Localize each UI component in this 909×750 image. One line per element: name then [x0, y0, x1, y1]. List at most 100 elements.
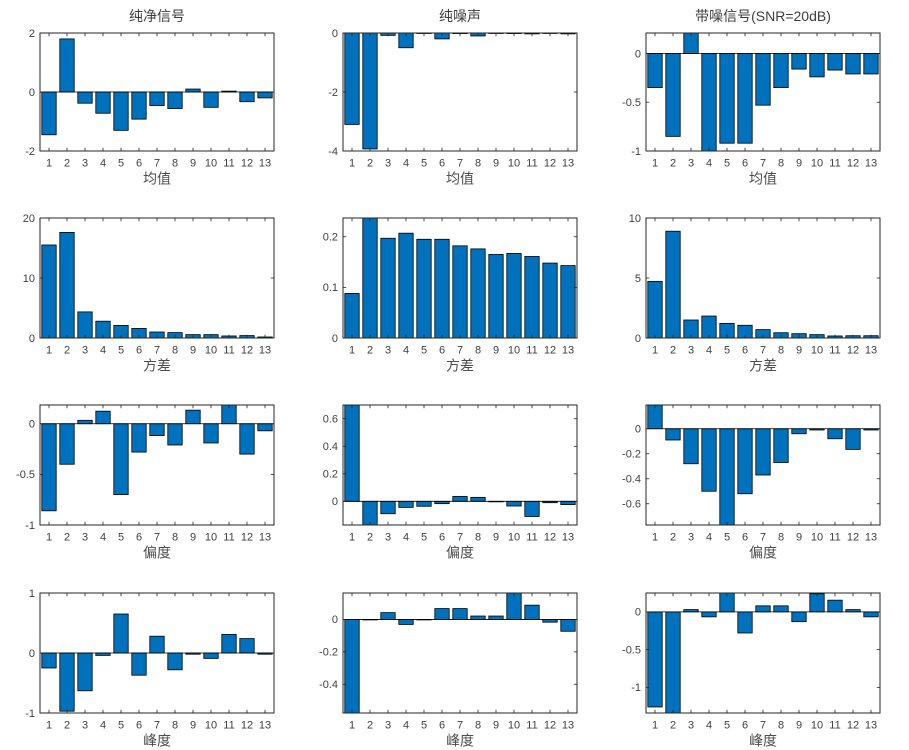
- bar-2: [362, 217, 378, 338]
- x-tick-label: 7: [154, 719, 160, 731]
- x-tick-label: 5: [118, 719, 124, 731]
- x-tick-label: 4: [706, 344, 712, 356]
- x-tick-label: 7: [154, 532, 160, 544]
- x-tick-label: 5: [118, 532, 124, 544]
- bar-1: [344, 618, 360, 713]
- bar-3: [77, 652, 93, 691]
- x-tick-label: 2: [64, 158, 70, 170]
- x-tick-label: 10: [205, 158, 217, 170]
- x-tick-label: 5: [421, 719, 427, 731]
- x-tick-label: 11: [526, 344, 537, 356]
- x-tick-label: 13: [865, 719, 877, 731]
- x-tick-label: 2: [367, 532, 373, 544]
- bar-5: [113, 423, 129, 496]
- y-tick-label: 0.1: [323, 282, 338, 294]
- bar-10: [203, 423, 219, 444]
- bar-13: [560, 500, 576, 506]
- x-tick-label: 3: [385, 344, 391, 356]
- x-tick-label: 10: [811, 158, 823, 170]
- x-tick-label: 8: [475, 719, 481, 731]
- x-tick-label: 5: [724, 158, 730, 170]
- bar-11: [221, 633, 237, 653]
- x-tick-label: 10: [508, 344, 520, 356]
- x-tick-label: 5: [421, 158, 427, 170]
- y-tick-label: -2: [25, 146, 35, 158]
- x-tick-label: 6: [439, 344, 445, 356]
- y-tick-label: 0: [635, 606, 641, 618]
- x-tick-label: 3: [82, 344, 88, 356]
- bar-6: [737, 53, 753, 144]
- bar-12: [542, 618, 558, 623]
- y-tick-label: 2: [29, 28, 35, 40]
- bar-4: [701, 315, 717, 338]
- x-tick-label: 5: [724, 532, 730, 544]
- x-tick-label: 3: [688, 719, 694, 731]
- y-tick-label: 0: [332, 496, 338, 508]
- bar-3: [380, 500, 396, 515]
- bar-11: [524, 255, 540, 338]
- bar-5: [416, 238, 432, 338]
- bar-10: [506, 500, 522, 507]
- x-tick-label: 6: [136, 532, 142, 544]
- bar-7: [149, 635, 165, 653]
- x-tick-label: 1: [652, 344, 658, 356]
- bar-1: [647, 53, 663, 89]
- x-tick-label: 13: [865, 344, 877, 356]
- bar-7: [149, 91, 165, 106]
- x-tick-label: 6: [136, 719, 142, 731]
- x-tick-label: 11: [223, 532, 234, 544]
- bar-1: [41, 652, 57, 668]
- bar-11: [827, 599, 843, 612]
- x-tick-label: 5: [724, 344, 730, 356]
- x-tick-label: 12: [241, 344, 253, 356]
- x-tick-label: 3: [385, 158, 391, 170]
- bar-8: [470, 247, 486, 338]
- axes-box: [39, 217, 275, 338]
- x-tick-label: 7: [457, 532, 463, 544]
- x-tick-label: 12: [847, 158, 859, 170]
- x-tick-label: 7: [154, 344, 160, 356]
- x-tick-label: 8: [172, 719, 178, 731]
- bar-6: [434, 238, 450, 338]
- x-tick-label: 4: [706, 532, 712, 544]
- y-tick-label: -0.2: [622, 449, 641, 461]
- x-tick-label: 2: [367, 344, 373, 356]
- x-tick-label: 9: [493, 532, 499, 544]
- bar-12: [239, 91, 255, 103]
- subplot-title: 纯净信号: [129, 8, 185, 24]
- y-tick-label: 10: [23, 272, 35, 284]
- bar-9: [791, 428, 807, 435]
- x-tick-label: 9: [796, 158, 802, 170]
- y-tick-label: 0: [332, 28, 338, 40]
- bar-2: [362, 500, 378, 526]
- axes-box: [645, 217, 881, 338]
- y-tick-label: 0: [635, 48, 641, 60]
- bar-7: [755, 53, 771, 106]
- bar-4: [95, 410, 111, 425]
- bar-1: [647, 610, 663, 707]
- x-tick-label: 6: [742, 719, 748, 731]
- y-tick-label: 0.6: [323, 414, 338, 426]
- x-tick-label: 4: [100, 158, 106, 170]
- x-axis-label: 方差: [143, 357, 171, 373]
- x-tick-label: 8: [475, 532, 481, 544]
- y-tick-label: -0.5: [16, 469, 35, 481]
- bar-8: [470, 615, 486, 620]
- x-tick-label: 2: [670, 158, 676, 170]
- x-axis-label: 峰度: [143, 732, 171, 748]
- x-tick-label: 1: [349, 344, 355, 356]
- bar-1: [41, 423, 57, 512]
- y-tick-label: -1: [25, 707, 35, 719]
- bar-4: [701, 428, 717, 492]
- bar-8: [167, 652, 183, 670]
- bar-13: [863, 610, 879, 617]
- x-tick-label: 12: [241, 532, 253, 544]
- x-tick-label: 11: [223, 719, 234, 731]
- bar-4: [398, 618, 414, 625]
- bar-1: [344, 32, 360, 125]
- x-tick-label: 1: [46, 719, 52, 731]
- bar-8: [773, 53, 789, 89]
